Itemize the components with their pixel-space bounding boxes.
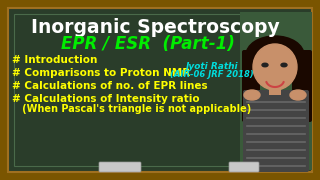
Ellipse shape <box>262 63 268 67</box>
Text: (AIR-06 JRF 2018): (AIR-06 JRF 2018) <box>170 70 254 79</box>
Text: (When Pascal's triangle is not applicable): (When Pascal's triangle is not applicabl… <box>12 104 251 114</box>
FancyBboxPatch shape <box>243 90 309 172</box>
Ellipse shape <box>281 63 287 67</box>
FancyBboxPatch shape <box>269 77 281 95</box>
FancyBboxPatch shape <box>99 162 141 172</box>
Text: # Calculations of Intensity ratio: # Calculations of Intensity ratio <box>12 94 200 104</box>
Text: # Introduction: # Introduction <box>12 55 97 65</box>
Text: # Comparisons to Proton NMR: # Comparisons to Proton NMR <box>12 68 190 78</box>
FancyBboxPatch shape <box>229 162 259 172</box>
FancyBboxPatch shape <box>292 50 312 122</box>
FancyBboxPatch shape <box>8 8 312 172</box>
Text: # Calculations of no. of EPR lines: # Calculations of no. of EPR lines <box>12 81 208 91</box>
Ellipse shape <box>253 44 297 90</box>
Ellipse shape <box>246 36 304 74</box>
FancyBboxPatch shape <box>240 12 312 170</box>
Text: Inorganic Spectroscopy: Inorganic Spectroscopy <box>31 18 279 37</box>
Ellipse shape <box>290 90 306 100</box>
Text: EPR / ESR  (Part-1): EPR / ESR (Part-1) <box>61 35 235 53</box>
FancyBboxPatch shape <box>242 50 260 122</box>
Ellipse shape <box>244 90 260 100</box>
Text: Jyoti Rathi: Jyoti Rathi <box>186 62 238 71</box>
